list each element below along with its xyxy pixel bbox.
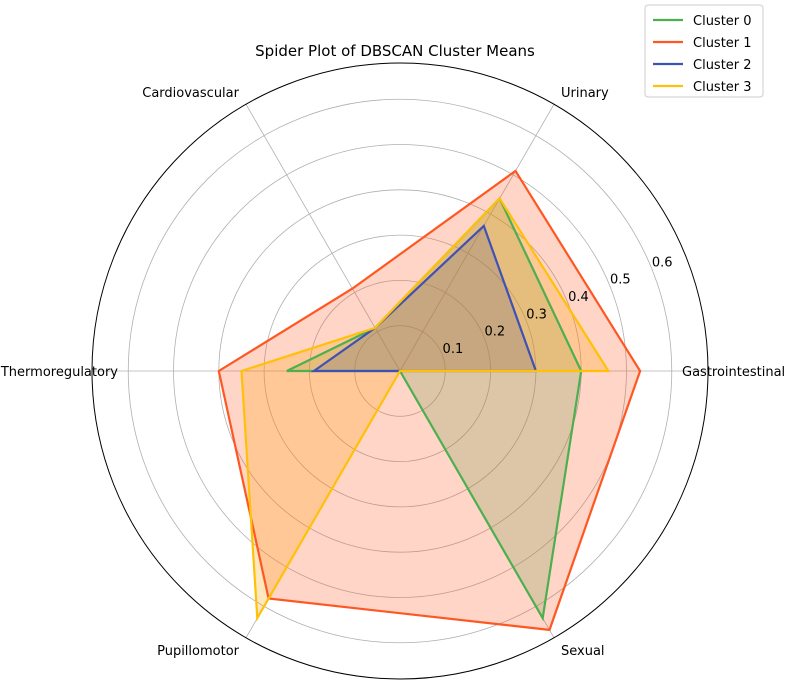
radial-tick-label: 0.5 [610, 273, 631, 288]
series-fill [241, 198, 609, 619]
grid-spoke [399, 104, 555, 372]
outer-frame [91, 62, 709, 680]
axis-labels: Gastrointestinal Urinary Cardiovascular The… [0, 86, 785, 659]
series-line [240, 196, 611, 622]
legend-frame [644, 4, 764, 98]
radial-tick-labels: 0.1 0.2 0.3 0.4 0.5 0.6 [443, 255, 673, 357]
radial-tick-label: 0.6 [652, 255, 673, 270]
radial-tick-label: 0.4 [568, 290, 589, 305]
legend-label: Cluster 0 [693, 14, 752, 29]
series-fill [218, 170, 641, 630]
legend: Cluster 0 Cluster 1 Cluster 2 Cluster 3 [644, 4, 764, 98]
axis-label: Pupillomotor [157, 644, 240, 659]
radial-tick-label: 0.1 [443, 342, 464, 357]
axis-label: Sexual [561, 644, 605, 659]
series-line [217, 169, 642, 632]
series-fill [313, 225, 536, 371]
series-lines [217, 169, 642, 632]
axis-label: Cardiovascular [142, 86, 239, 101]
axis-label: Urinary [561, 86, 609, 101]
radial-tick-label: 0.2 [484, 325, 505, 340]
legend-label: Cluster 2 [693, 58, 752, 73]
legend-label: Cluster 3 [693, 80, 752, 95]
axis-label: Thermoregulatory [0, 365, 118, 380]
series-fills [218, 170, 641, 630]
axis-label: Gastrointestinal [682, 365, 785, 380]
radial-tick-label: 0.3 [526, 307, 547, 322]
legend-label: Cluster 1 [693, 36, 752, 51]
series-fill [286, 198, 582, 619]
chart-title: Spider Plot of DBSCAN Cluster Means [255, 42, 535, 60]
grid-spoke [245, 104, 401, 372]
